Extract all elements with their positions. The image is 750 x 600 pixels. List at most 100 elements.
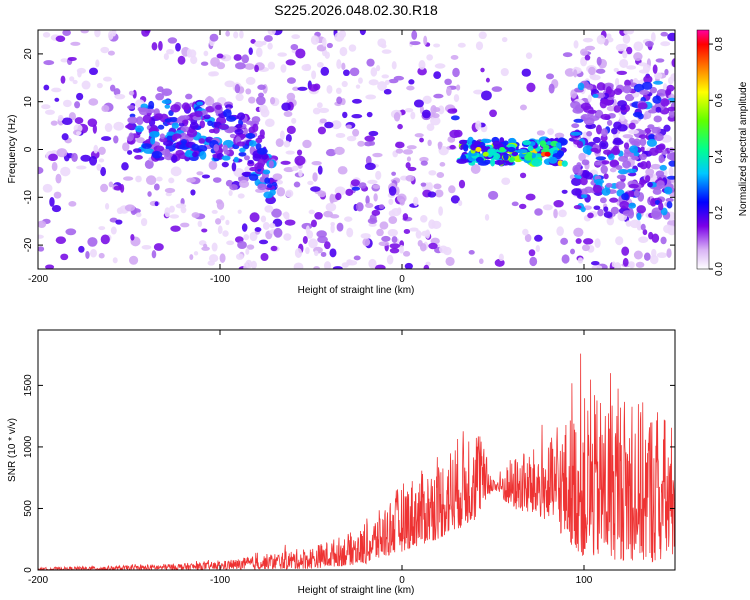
- colorbar-tick-label: 0.6: [714, 93, 725, 107]
- heat-blob: [599, 197, 607, 204]
- heat-peak: [475, 147, 482, 152]
- heat-blob: [302, 139, 312, 149]
- heat-blob: [493, 159, 505, 165]
- heat-blob: [170, 166, 182, 177]
- heat-blob: [61, 133, 69, 141]
- heat-blob: [621, 246, 630, 256]
- heat-blob: [154, 113, 164, 120]
- heat-blob: [661, 150, 668, 156]
- heat-blob: [352, 128, 360, 137]
- heat-blob: [628, 129, 640, 135]
- heat-blob: [170, 225, 181, 232]
- heat-blob: [581, 194, 588, 199]
- heat-blob: [605, 182, 613, 188]
- heat-blob: [623, 30, 629, 35]
- heat-blob: [310, 219, 317, 228]
- heat-blob: [335, 192, 342, 201]
- heat-blob: [587, 94, 592, 103]
- heat-blob: [466, 152, 478, 157]
- heat-blob: [580, 188, 588, 196]
- heat-blob: [560, 237, 569, 245]
- heat-blob: [336, 222, 344, 232]
- heat-blob: [500, 67, 509, 77]
- heat-blob: [148, 128, 160, 133]
- heat-blob: [130, 234, 135, 241]
- heat-blob: [243, 234, 250, 241]
- heat-blob: [561, 189, 568, 194]
- heat-blob: [427, 191, 437, 198]
- snr-xtick-label: -100: [210, 575, 230, 586]
- heat-blob: [372, 152, 383, 158]
- heat-blob: [561, 160, 568, 167]
- heat-blob: [127, 105, 136, 110]
- heat-blob: [588, 66, 596, 76]
- heat-blob: [355, 202, 364, 212]
- heat-blob: [375, 170, 382, 180]
- heat-blob: [413, 196, 419, 207]
- heat-blob: [611, 261, 616, 268]
- heat-blob: [388, 198, 394, 205]
- heat-blob: [519, 172, 527, 179]
- heat-blob: [185, 93, 193, 100]
- heat-blob: [603, 211, 613, 218]
- heat-blob: [652, 188, 662, 195]
- heat-blob: [584, 54, 591, 61]
- heat-blob: [320, 66, 330, 76]
- heat-blob: [326, 84, 333, 94]
- heat-blob: [101, 105, 110, 113]
- heat-blob: [406, 156, 412, 162]
- heat-blob: [245, 88, 252, 95]
- heat-blob: [379, 221, 389, 230]
- heat-blob: [272, 173, 283, 181]
- heat-blob: [622, 50, 628, 59]
- heat-blob: [633, 190, 640, 198]
- heat-blob: [622, 134, 634, 139]
- heat-blob: [239, 147, 246, 153]
- heat-blob: [142, 114, 152, 124]
- heat-blob: [446, 86, 452, 97]
- heat-blob: [113, 88, 121, 96]
- heat-blob: [623, 142, 630, 150]
- heat-blob: [234, 83, 241, 94]
- heat-blob: [60, 75, 66, 84]
- heat-blob: [576, 140, 584, 149]
- heat-peak: [482, 151, 489, 157]
- heat-blob: [571, 188, 582, 196]
- colorbar-tick-label: 0.0: [714, 262, 725, 276]
- heat-blob: [225, 30, 230, 37]
- heat-blob: [155, 93, 165, 101]
- heat-blob: [586, 148, 592, 156]
- heat-blob: [314, 211, 323, 220]
- colorbar-tick-label: 0.4: [714, 149, 725, 163]
- heat-blob: [263, 35, 273, 42]
- heat-blob: [326, 42, 333, 49]
- heat-blob: [296, 149, 303, 156]
- heat-blob: [337, 166, 348, 175]
- heat-blob: [124, 204, 136, 212]
- heat-blob: [546, 73, 555, 80]
- heat-blob: [266, 183, 273, 188]
- heat-blob: [571, 123, 580, 129]
- heat-blob: [148, 100, 155, 110]
- heat-blob: [89, 248, 97, 258]
- heat-blob: [197, 220, 203, 228]
- heat-blob: [388, 186, 397, 196]
- heat-blob: [426, 182, 433, 192]
- heat-blob: [592, 136, 601, 144]
- heat-blob: [511, 151, 519, 156]
- heat-blob: [393, 75, 405, 81]
- heat-blob: [528, 249, 536, 257]
- heat-blob: [237, 241, 247, 250]
- heat-blob: [192, 151, 198, 158]
- heat-blob: [580, 48, 589, 56]
- heat-blob: [49, 196, 55, 207]
- heat-blob: [334, 146, 345, 155]
- heat-blob: [489, 109, 497, 118]
- heat-blob: [556, 150, 564, 156]
- heat-blob: [136, 116, 144, 126]
- heat-blob: [335, 87, 342, 95]
- heat-blob: [269, 222, 276, 229]
- heat-blob: [583, 117, 595, 126]
- heat-blob: [620, 116, 625, 122]
- heat-blob: [205, 105, 215, 113]
